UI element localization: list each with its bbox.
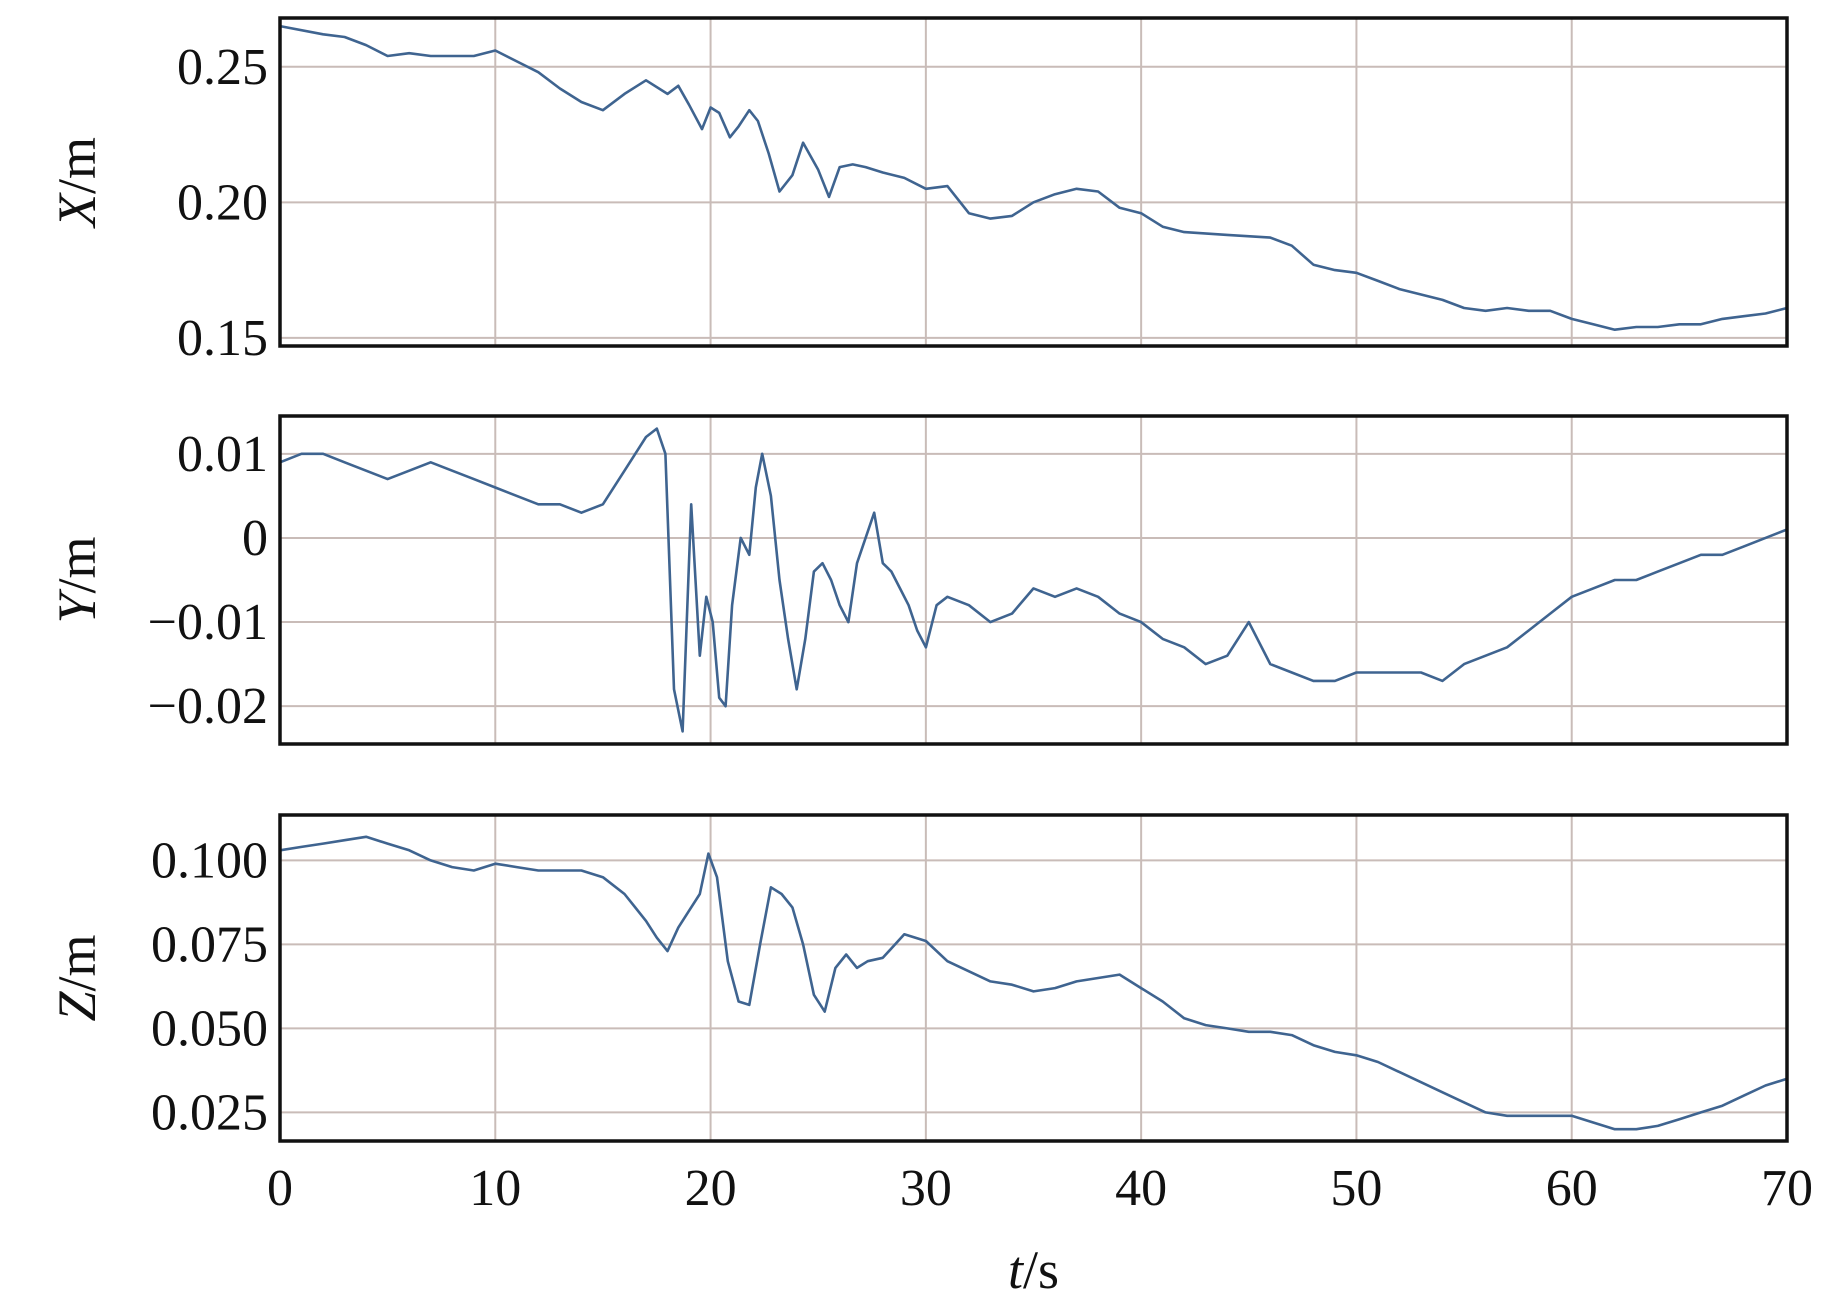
chart-panels: 0.150.200.25X/m0.010−0.01−0.02Y/m0.1000.… bbox=[47, 16, 1789, 1143]
x-tick-label: 70 bbox=[1761, 1160, 1813, 1217]
x-tick-labels: 0 10 20 30 40 50 60 70 bbox=[267, 1160, 1813, 1217]
y-tick-label: −0.01 bbox=[148, 594, 268, 651]
y-tick-label: −0.02 bbox=[148, 678, 268, 735]
x-tick-label: 0 bbox=[267, 1160, 293, 1217]
y-axis-label-variable: Z bbox=[47, 991, 107, 1022]
y-axis-label-variable: X bbox=[47, 192, 107, 229]
x-tick-label: 40 bbox=[1115, 1160, 1167, 1217]
y-axis-label: Z/m bbox=[47, 934, 107, 1021]
x-axis-label-unit: /s bbox=[1023, 1240, 1059, 1299]
plot-frame bbox=[278, 16, 1789, 348]
panel-z: 0.100 0.075 0.050 0.025 Z/m bbox=[47, 813, 1789, 1143]
y-tick-label: 0.050 bbox=[151, 1000, 268, 1057]
x-tick-label: 30 bbox=[900, 1160, 952, 1217]
y-axis-label-unit: /m bbox=[47, 536, 107, 593]
x-axis-label-variable: t bbox=[1008, 1240, 1025, 1299]
series-line-z bbox=[278, 835, 1789, 1131]
y-tick-label: 0.15 bbox=[177, 310, 268, 367]
y-axis-label-unit: /m bbox=[47, 137, 107, 194]
y-axis-label-variable: Y bbox=[47, 589, 107, 624]
plot-frame bbox=[278, 414, 1789, 746]
series-line-x bbox=[278, 24, 1789, 331]
plot-frame bbox=[278, 813, 1789, 1143]
y-axis-label: X/m bbox=[47, 137, 107, 229]
y-tick-label: 0.025 bbox=[151, 1084, 268, 1141]
y-tick-label: 0.075 bbox=[151, 916, 268, 973]
y-tick-label: 0.100 bbox=[151, 832, 268, 889]
y-tick-label: 0.25 bbox=[177, 39, 268, 96]
y-axis-label: Y/m bbox=[47, 536, 107, 623]
panel-y: 0.01 0 −0.01 −0.02 Y/m bbox=[47, 414, 1789, 746]
x-tick-label: 10 bbox=[469, 1160, 521, 1217]
y-tick-label: 0.20 bbox=[177, 174, 268, 231]
x-tick-label: 20 bbox=[685, 1160, 737, 1217]
x-axis-label: t/s bbox=[1008, 1240, 1059, 1299]
x-tick-label: 60 bbox=[1546, 1160, 1598, 1217]
y-tick-label: 0 bbox=[242, 510, 268, 567]
panel-x: 0.15 0.20 0.25 X/m bbox=[47, 16, 1789, 367]
x-tick-label: 50 bbox=[1330, 1160, 1382, 1217]
y-axis-label-unit: /m bbox=[47, 934, 107, 991]
y-tick-label: 0.01 bbox=[177, 426, 268, 483]
series-line-y bbox=[278, 427, 1789, 733]
